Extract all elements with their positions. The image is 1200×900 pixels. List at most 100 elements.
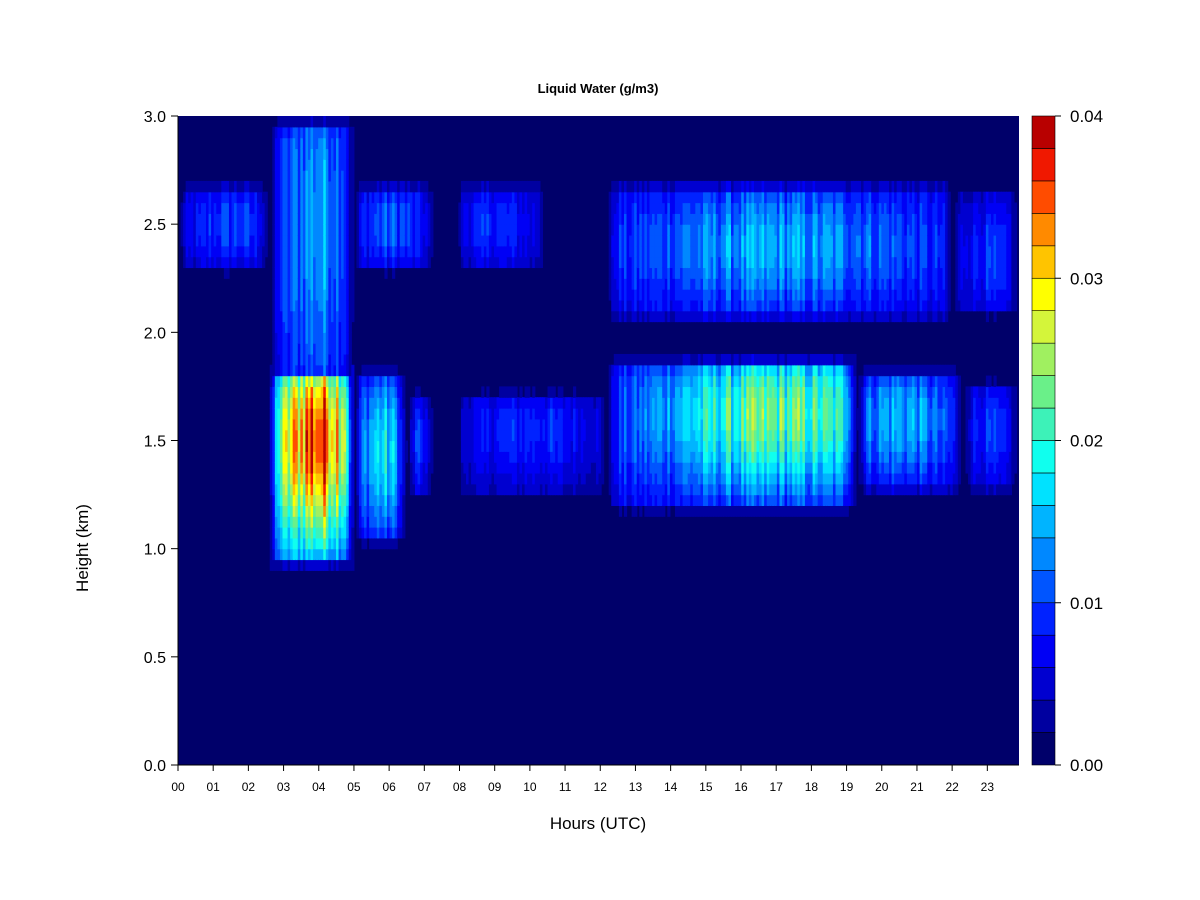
heatmap-cell <box>690 472 694 485</box>
heatmap-cell <box>272 267 276 279</box>
heatmap-cell <box>634 299 638 312</box>
heatmap-cell <box>736 472 740 485</box>
heatmap-cell <box>723 375 727 388</box>
heatmap-cell <box>715 397 719 409</box>
heatmap-cell <box>320 505 324 517</box>
heatmap-cell <box>611 202 615 214</box>
heatmap-cell <box>330 170 335 182</box>
heatmap-cell <box>376 397 380 409</box>
heatmap-cell <box>371 234 375 247</box>
heatmap-cell <box>315 516 319 528</box>
heatmap-cell <box>348 483 352 496</box>
heatmap-cell <box>320 321 324 333</box>
heatmap-cell <box>346 472 350 485</box>
heatmap-cell <box>330 472 335 485</box>
heatmap-cell <box>351 472 355 485</box>
heatmap-cell <box>226 224 230 236</box>
heatmap-cell <box>532 213 536 225</box>
heatmap-cell <box>659 256 663 269</box>
heatmap-cell <box>404 234 408 247</box>
heatmap-cell <box>483 234 487 247</box>
heatmap-cell <box>654 278 658 290</box>
heatmap-cell <box>690 429 694 442</box>
heatmap-cell <box>488 397 493 409</box>
heatmap-cell <box>623 245 628 258</box>
heatmap-cell <box>310 516 314 528</box>
heatmap-cell <box>285 364 289 377</box>
heatmap-cell <box>200 213 205 225</box>
heatmap-cell <box>318 278 322 290</box>
heatmap-cell <box>776 256 781 269</box>
heatmap-cell <box>417 408 421 420</box>
heatmap-cell <box>718 256 722 269</box>
heatmap-cell <box>285 213 289 225</box>
heatmap-cell <box>657 256 661 269</box>
heatmap-cell <box>338 440 342 452</box>
heatmap-cell <box>578 418 582 431</box>
heatmap-cell <box>221 202 225 214</box>
heatmap-cell <box>358 191 363 204</box>
heatmap-cell <box>751 397 755 409</box>
heatmap-cell <box>771 386 775 398</box>
heatmap-cell <box>659 234 663 247</box>
heatmap-cell <box>539 483 544 496</box>
heatmap-cell <box>218 256 222 269</box>
heatmap-cell <box>723 364 727 377</box>
heatmap-cell <box>575 451 579 463</box>
heatmap-cell <box>272 559 276 571</box>
heatmap-cell <box>279 483 284 496</box>
heatmap-cell <box>687 310 691 323</box>
heatmap-cell <box>776 213 781 225</box>
heatmap-cell <box>399 213 403 225</box>
heatmap-cell <box>501 397 505 409</box>
heatmap-cell <box>781 472 786 485</box>
heatmap-cell <box>652 375 656 388</box>
heatmap-cell <box>629 256 633 269</box>
heatmap-cell <box>759 429 763 442</box>
heatmap-cell <box>295 126 299 139</box>
heatmap-cell <box>639 494 643 506</box>
heatmap-cell <box>771 267 775 279</box>
heatmap-cell <box>746 462 750 474</box>
heatmap-cell <box>241 234 245 247</box>
heatmap-cell <box>356 191 360 204</box>
heatmap-cell <box>511 256 515 269</box>
heatmap-cell <box>616 408 620 420</box>
heatmap-cell <box>348 386 352 398</box>
heatmap-cell <box>386 386 391 398</box>
heatmap-cell <box>687 451 691 463</box>
heatmap-cell <box>657 299 661 312</box>
heatmap-cell <box>333 494 337 506</box>
heatmap-cell <box>667 397 671 409</box>
heatmap-cell <box>623 494 628 506</box>
heatmap-cell <box>611 386 615 398</box>
heatmap-cell <box>710 408 714 420</box>
heatmap-cell <box>649 289 653 301</box>
heatmap-cell <box>715 256 719 269</box>
heatmap-cell <box>787 310 791 323</box>
heatmap-cell <box>524 202 528 214</box>
heatmap-cell <box>397 397 401 409</box>
heatmap-cell <box>626 202 630 214</box>
heatmap-cell <box>343 548 347 561</box>
heatmap-cell <box>374 180 378 193</box>
heatmap-cell <box>333 386 337 398</box>
heatmap-cell <box>766 299 770 312</box>
heatmap-cell <box>295 408 299 420</box>
heatmap-cell <box>346 224 350 236</box>
heatmap-cell <box>407 234 411 247</box>
heatmap-cell <box>318 332 322 344</box>
heatmap-cell <box>409 256 414 269</box>
heatmap-cell <box>351 418 355 431</box>
heatmap-cell <box>320 386 324 398</box>
heatmap-cell <box>713 375 717 388</box>
heatmap-cell <box>409 483 414 496</box>
heatmap-cell <box>667 310 671 323</box>
heatmap-cell <box>412 397 416 409</box>
heatmap-cell <box>336 321 340 333</box>
heatmap-cell <box>534 472 538 485</box>
heatmap-cell <box>285 267 289 279</box>
heatmap-cell <box>262 213 266 225</box>
heatmap-cell <box>677 213 681 225</box>
heatmap-cell <box>323 429 327 442</box>
